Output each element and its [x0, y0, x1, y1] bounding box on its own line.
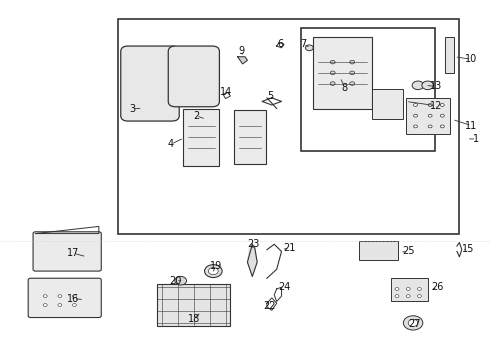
Text: 26: 26: [431, 282, 443, 292]
Text: 27: 27: [408, 319, 421, 329]
Circle shape: [58, 295, 62, 297]
Text: 17: 17: [67, 248, 80, 258]
Circle shape: [428, 125, 432, 128]
Text: 25: 25: [402, 247, 415, 256]
FancyBboxPatch shape: [301, 28, 435, 152]
Text: 13: 13: [430, 81, 442, 91]
Text: 21: 21: [284, 243, 296, 253]
Circle shape: [350, 82, 355, 85]
Circle shape: [406, 288, 410, 291]
Circle shape: [422, 81, 434, 90]
Circle shape: [417, 295, 421, 297]
Text: 2: 2: [193, 111, 199, 121]
Bar: [445, 37, 454, 73]
Text: 8: 8: [342, 83, 348, 93]
FancyBboxPatch shape: [121, 46, 179, 121]
Text: 6: 6: [277, 39, 283, 49]
Text: 19: 19: [210, 261, 222, 271]
Text: 4: 4: [168, 139, 174, 149]
Circle shape: [428, 104, 432, 107]
Text: 1: 1: [473, 134, 480, 144]
Bar: [313, 37, 372, 109]
Circle shape: [441, 104, 444, 107]
FancyBboxPatch shape: [118, 19, 460, 234]
Circle shape: [330, 82, 335, 85]
Text: 5: 5: [267, 91, 273, 101]
Text: 16: 16: [67, 294, 79, 303]
Text: 10: 10: [466, 54, 478, 64]
Text: 7: 7: [300, 39, 307, 49]
Circle shape: [408, 319, 418, 327]
Text: 24: 24: [278, 282, 290, 292]
Circle shape: [175, 276, 187, 285]
Circle shape: [208, 267, 218, 275]
Circle shape: [414, 114, 417, 117]
Circle shape: [414, 125, 417, 128]
Circle shape: [395, 288, 399, 291]
FancyBboxPatch shape: [28, 278, 101, 318]
Circle shape: [73, 303, 76, 306]
Text: 3: 3: [129, 104, 135, 113]
Bar: [372, 89, 403, 119]
Circle shape: [43, 295, 47, 297]
Text: 18: 18: [188, 314, 200, 324]
Text: 12: 12: [430, 101, 442, 111]
Text: 11: 11: [466, 121, 478, 131]
Circle shape: [417, 288, 421, 291]
Circle shape: [395, 295, 399, 297]
Circle shape: [428, 114, 432, 117]
FancyBboxPatch shape: [168, 46, 220, 107]
Circle shape: [330, 71, 335, 75]
Circle shape: [330, 60, 335, 64]
FancyBboxPatch shape: [33, 232, 101, 271]
Circle shape: [441, 114, 444, 117]
Circle shape: [204, 265, 222, 278]
Bar: [360, 241, 398, 260]
Bar: [157, 284, 230, 327]
Text: 23: 23: [247, 239, 260, 249]
Circle shape: [350, 71, 355, 75]
Text: 9: 9: [238, 46, 244, 56]
Circle shape: [441, 125, 444, 128]
Polygon shape: [238, 57, 247, 64]
Circle shape: [73, 295, 76, 297]
Circle shape: [412, 81, 424, 90]
Text: 14: 14: [220, 87, 233, 98]
Circle shape: [406, 295, 410, 297]
Bar: [406, 98, 450, 134]
Polygon shape: [247, 246, 257, 276]
Text: 20: 20: [170, 276, 182, 286]
Bar: [183, 109, 220, 166]
Circle shape: [305, 45, 313, 51]
Circle shape: [43, 303, 47, 306]
Text: 22: 22: [263, 301, 275, 311]
Text: 15: 15: [462, 244, 474, 254]
Circle shape: [414, 104, 417, 107]
Circle shape: [350, 60, 355, 64]
Circle shape: [58, 303, 62, 306]
Circle shape: [403, 316, 423, 330]
Bar: [391, 278, 428, 301]
Bar: [234, 111, 266, 164]
